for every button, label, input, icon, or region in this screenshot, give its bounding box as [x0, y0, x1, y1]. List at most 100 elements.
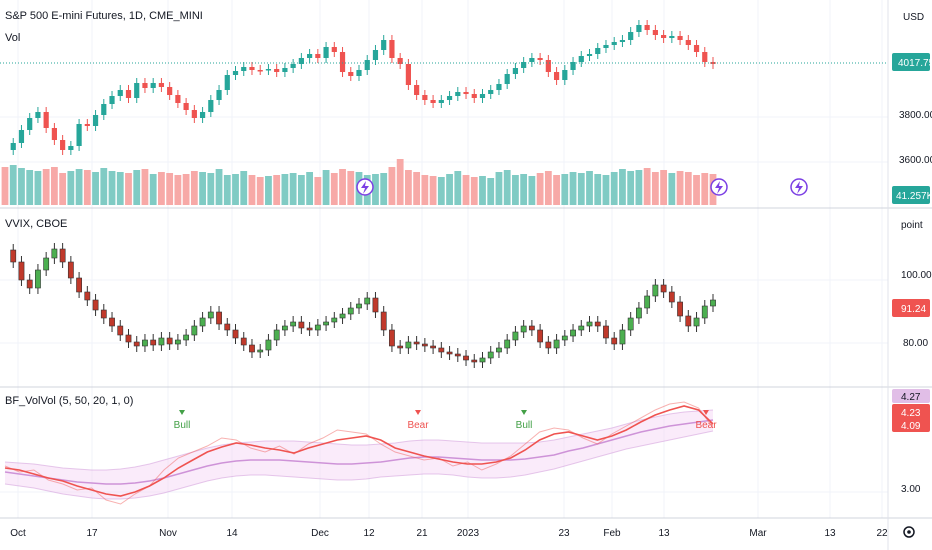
grid [0, 0, 888, 518]
volume-bar [372, 174, 379, 205]
volume-bar [149, 174, 157, 205]
spx-candle-body [504, 74, 510, 84]
volume-bar [108, 171, 116, 205]
vvix-candle-body [438, 347, 445, 353]
volume-bar [330, 173, 338, 205]
vvix-candle-body [586, 321, 593, 327]
time-axis-label: Oct [10, 528, 26, 539]
spx-candle-body [298, 58, 304, 64]
spx-candle-body [430, 100, 436, 103]
volume-badge [892, 186, 930, 204]
volvol-badge-fast [892, 404, 930, 432]
vvix-candle-body [265, 339, 272, 351]
vvix-candle-body [125, 334, 132, 343]
volume-bar [232, 174, 239, 205]
spx-candle-body [35, 112, 41, 118]
spx-candle-body [529, 58, 535, 62]
volume-bar [396, 159, 404, 205]
spx-candle-body [677, 36, 683, 40]
spx-candle-body [84, 124, 90, 126]
spx-candle-body [521, 62, 527, 68]
volvol-raw-line [4, 401, 714, 505]
vvix-candle-body [504, 339, 511, 349]
spx-candle-body [488, 90, 494, 94]
spx-candle-body [455, 92, 461, 96]
volume-bar [487, 178, 495, 205]
time-axis-label: Mar [749, 528, 767, 539]
vvix-candle-body [18, 261, 25, 281]
vvix-candle-body [183, 334, 190, 341]
volume-bar [429, 176, 437, 205]
spx-candle-body [216, 90, 222, 100]
spx-candle-body [652, 30, 658, 35]
lightning-icon[interactable] [356, 178, 374, 196]
spx-candle-body [27, 118, 33, 130]
vvix-candle-body [512, 331, 519, 341]
vvix-candle-body [380, 311, 387, 331]
vvix-candle-body [117, 325, 124, 336]
lightning-icon[interactable] [790, 178, 808, 196]
spx-candle-body [710, 62, 716, 64]
volvol-badge-slow-text: 4.27 [901, 392, 921, 403]
vvix-candle-body [298, 321, 305, 329]
volume-bar [594, 174, 602, 205]
volume-bar [26, 170, 34, 205]
p3-tick-3: 3.00 [901, 484, 921, 495]
vvix-candle-body [109, 317, 115, 327]
vvix-candle-body [570, 329, 576, 337]
time-axis-label: 22 [876, 528, 888, 539]
signal-arrow [521, 410, 527, 415]
volume-bar [297, 175, 305, 205]
time-axis-label: 23 [558, 528, 570, 539]
volume-bar [503, 170, 511, 205]
panel1-title: S&P 500 E-mini Futures, 1D, CME_MINI [5, 10, 203, 22]
time-axis-label: Dec [311, 528, 329, 539]
spx-candle-body [51, 128, 57, 140]
vvix-badge [892, 299, 930, 317]
volume-bar [619, 169, 626, 205]
vvix-candle-body [405, 341, 412, 349]
volume-bar [265, 176, 272, 205]
volume-bar [240, 171, 248, 205]
lightning-icon[interactable] [710, 178, 728, 196]
spx-candle-body [471, 94, 477, 98]
spx-candle-body [199, 112, 206, 118]
vvix-candle-body [199, 317, 206, 327]
spx-candle-body [191, 110, 197, 118]
spx-candle-body [405, 64, 411, 85]
spx-candle-body [578, 56, 584, 62]
volume-bar [1, 167, 9, 205]
vvix-candle-body [611, 337, 618, 345]
spx-candle-body [249, 67, 255, 70]
volume-bar [602, 175, 610, 205]
volume-bar [207, 173, 215, 205]
vvix-candle-body [26, 279, 33, 289]
volvol-badge-fast-text: 4.23 [901, 408, 921, 419]
volume-bar [479, 176, 486, 205]
price-badge [892, 53, 930, 71]
vvix-candle-body [92, 299, 99, 311]
spx-candle-body [661, 35, 667, 38]
vvix-candle-body [35, 269, 41, 289]
spx-candle-body [208, 100, 214, 112]
volume-bar [512, 175, 519, 205]
volume-bar [223, 175, 231, 205]
vvix-candle-body [446, 351, 453, 355]
gear-icon[interactable] [903, 526, 915, 538]
spx-candle-body [619, 40, 626, 42]
volume-bar [281, 174, 289, 205]
spx-candle-body [43, 112, 49, 128]
vvix-candle-body [232, 329, 239, 339]
volume-bar [67, 171, 75, 205]
time-axis-label: Feb [603, 528, 621, 539]
spx-candle-body [274, 69, 280, 72]
panel2-unit: point [901, 220, 923, 231]
volvol-fast-line [4, 405, 714, 497]
spx-candle-body [134, 83, 140, 98]
spx-candle-body [150, 83, 156, 88]
spx-candle-body [315, 54, 321, 58]
volume-bar [454, 171, 462, 205]
volvol-band [5, 410, 713, 499]
volume-bar [174, 175, 182, 205]
